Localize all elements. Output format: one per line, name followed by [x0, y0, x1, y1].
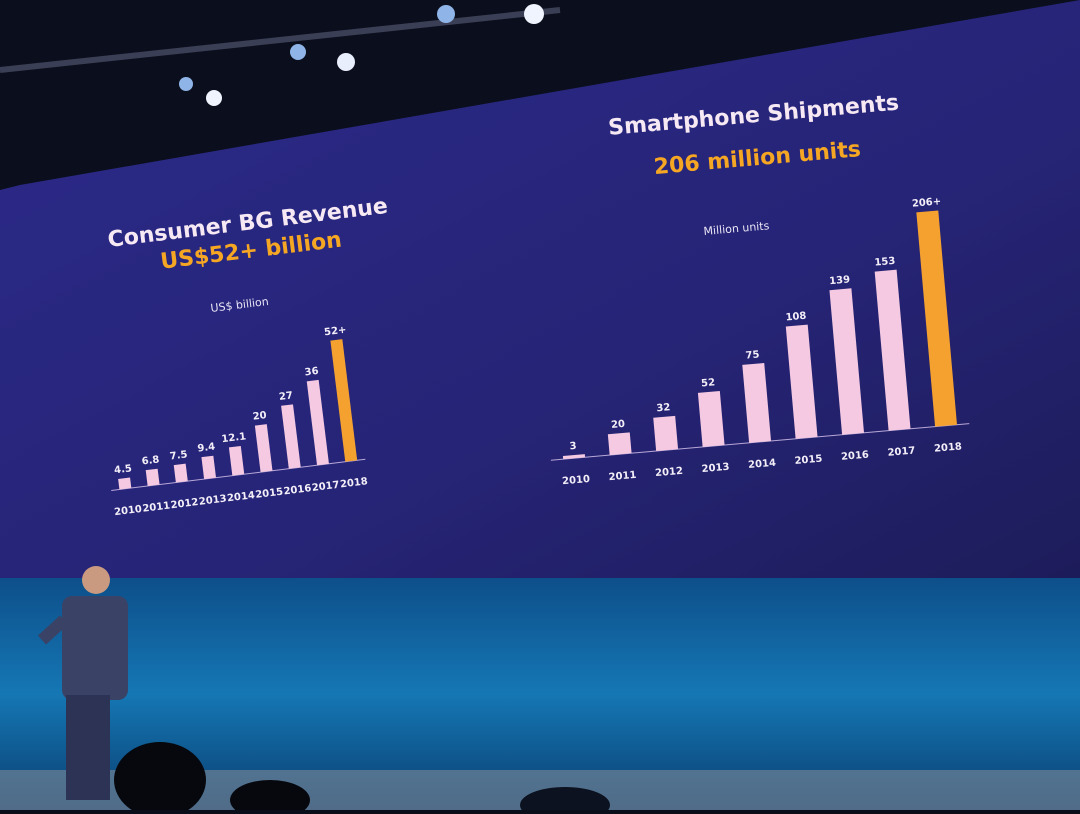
bar [829, 288, 865, 435]
value-label: 139 [829, 274, 851, 287]
x-tick-label: 2011 [142, 500, 171, 514]
bar [254, 424, 273, 473]
bar [653, 415, 679, 452]
bar [306, 379, 329, 466]
value-label: 52+ [324, 325, 347, 339]
bar [330, 339, 358, 462]
bar [145, 468, 160, 487]
x-tick-label: 2016 [283, 483, 312, 497]
bar [785, 324, 818, 439]
value-label: 153 [874, 256, 896, 269]
value-label: 108 [785, 311, 807, 324]
value-label: 52 [701, 377, 716, 389]
bar [118, 477, 132, 490]
value-label: 20 [252, 410, 267, 423]
bar [562, 454, 586, 460]
bar [607, 432, 632, 456]
x-tick-label: 2010 [562, 474, 591, 487]
value-label: 36 [304, 366, 319, 379]
x-tick-label: 2018 [934, 441, 963, 454]
value-label: 20 [611, 419, 626, 431]
x-tick-label: 2013 [198, 494, 227, 508]
unit-label: Million units [703, 219, 770, 238]
x-tick-label: 2014 [227, 490, 256, 504]
value-label: 12.1 [221, 431, 247, 445]
x-tick-label: 2015 [255, 487, 284, 501]
x-tick-label: 2013 [701, 462, 730, 475]
bar [281, 404, 301, 469]
x-tick-label: 2017 [311, 480, 340, 494]
value-label: 4.5 [114, 463, 133, 476]
audience-heads [114, 742, 610, 814]
x-tick-label: 2018 [339, 476, 368, 490]
bar [201, 455, 217, 480]
bar [228, 445, 245, 476]
x-tick-label: 2015 [794, 454, 823, 467]
bar [916, 210, 957, 427]
x-tick-label: 2011 [608, 470, 637, 483]
x-tick-label: 2012 [655, 466, 684, 479]
value-label: 6.8 [141, 454, 160, 467]
x-tick-label: 2012 [170, 497, 199, 511]
x-tick-label: 2014 [748, 458, 777, 471]
bar [697, 390, 725, 447]
value-label: 32 [656, 402, 671, 414]
value-label: 9.4 [197, 441, 216, 454]
value-label: 206+ [912, 196, 942, 210]
bar [874, 269, 911, 431]
bar [173, 463, 188, 483]
speaker [37, 566, 128, 800]
bar [742, 362, 772, 443]
value-label: 3 [569, 441, 577, 453]
value-label: 7.5 [169, 449, 188, 462]
x-tick-label: 2017 [887, 445, 916, 458]
x-tick-label: 2016 [841, 450, 870, 463]
value-label: 27 [278, 390, 293, 403]
stage-lights [0, 4, 561, 106]
x-tick-label: 2010 [114, 504, 143, 518]
value-label: 75 [745, 349, 760, 361]
